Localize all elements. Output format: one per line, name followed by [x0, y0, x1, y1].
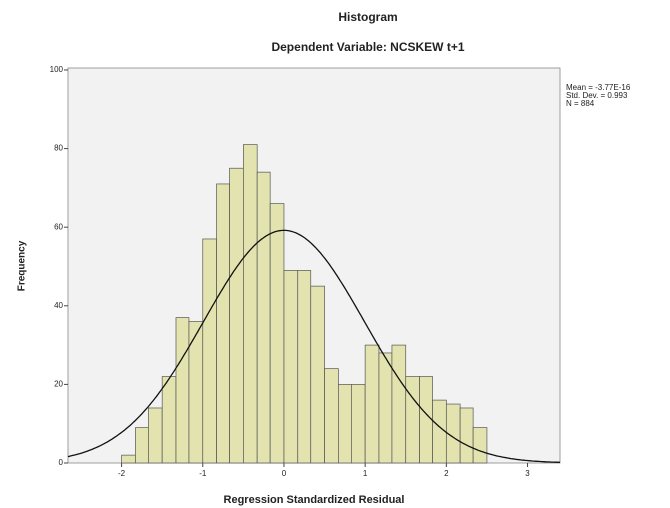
bar [310, 285, 325, 464]
y-tick-label: 80 [54, 144, 63, 153]
bar [135, 427, 149, 464]
y-tick-label: 0 [59, 458, 64, 467]
bar [459, 407, 474, 464]
x-tick-label: 1 [363, 469, 368, 478]
x-tick-label: 2 [444, 469, 449, 478]
bar [216, 183, 230, 464]
bar [283, 270, 299, 464]
y-axis-label: Frequency [17, 240, 28, 291]
bar [243, 144, 258, 464]
x-axis-label: Regression Standardized Residual [224, 494, 405, 506]
bar [297, 270, 312, 464]
bar [269, 203, 285, 464]
x-tick-label: -2 [118, 469, 126, 478]
x-tick-label: 3 [525, 469, 530, 478]
y-tick-label: 60 [54, 222, 63, 231]
bar [324, 368, 339, 464]
chart-subtitle: Dependent Variable: NCSKEW t+1 [271, 40, 464, 54]
bar [121, 454, 136, 464]
bar [378, 352, 393, 464]
y-tick-label: 40 [54, 301, 63, 310]
normal-curve [67, 229, 560, 463]
chart-title: Histogram [338, 10, 397, 24]
bar [256, 171, 271, 464]
y-tick-label: 100 [50, 65, 64, 74]
bar [148, 407, 163, 464]
bar [161, 376, 177, 464]
bar [202, 238, 217, 464]
stat-label: Mean = -3.77E-16 [566, 83, 631, 92]
bar [364, 344, 380, 464]
bar [350, 384, 366, 464]
bar [229, 167, 244, 464]
bar [419, 376, 433, 464]
stat-label: N = 884 [566, 99, 595, 108]
bar [391, 344, 407, 464]
x-tick-label: -1 [199, 469, 207, 478]
bar [175, 317, 190, 464]
stat-label: Std. Dev. = 0.993 [566, 91, 628, 100]
bar [472, 427, 488, 464]
bar [338, 384, 352, 464]
bar [405, 376, 420, 464]
y-tick-label: 20 [54, 380, 63, 389]
x-tick-label: 0 [282, 469, 287, 478]
